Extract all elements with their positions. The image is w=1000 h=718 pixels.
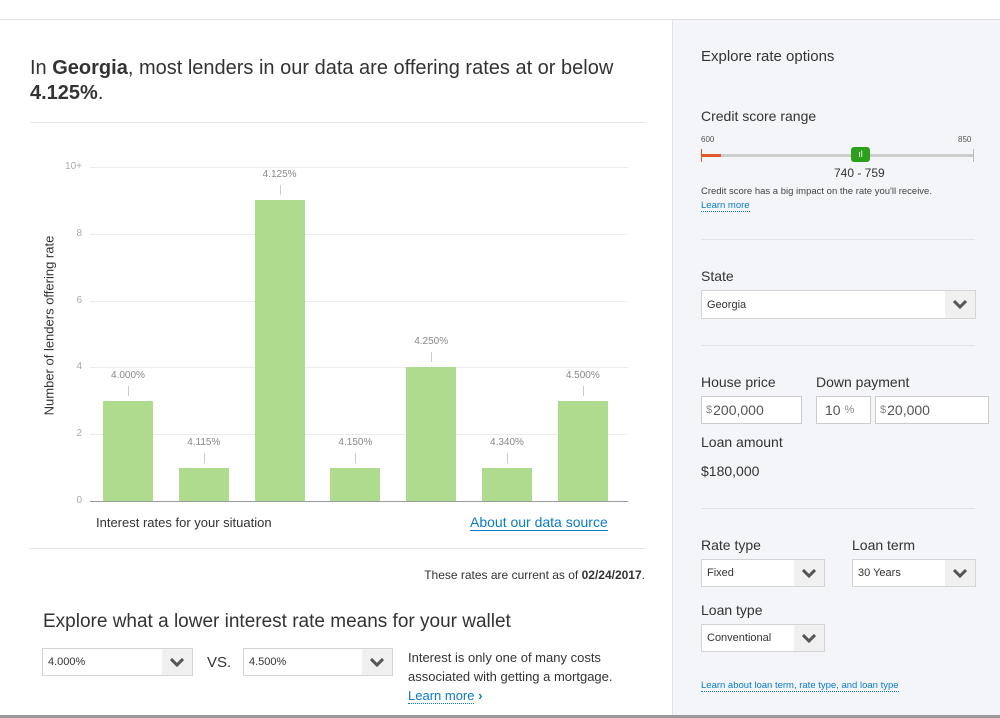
house-price-label: House price xyxy=(701,374,776,390)
loan-term-select[interactable]: 30 Years xyxy=(852,559,976,587)
loan-amount-value: $180,000 xyxy=(701,463,760,479)
y-tick-label: 6 xyxy=(76,294,82,306)
credit-slider-low-segment xyxy=(701,154,721,157)
chevron-down-icon xyxy=(162,649,192,675)
rate-options-panel xyxy=(672,20,1000,715)
gridline xyxy=(90,300,628,302)
divider xyxy=(701,508,975,509)
bottom-divider xyxy=(0,715,1000,718)
chevron-down-icon xyxy=(794,625,824,651)
bar-label-stem xyxy=(279,185,281,196)
gridline xyxy=(90,167,628,168)
rate-a-value: 4.000% xyxy=(48,656,86,668)
bar-label-stem xyxy=(507,452,508,463)
bar xyxy=(482,467,532,501)
interest-note: Interest is only one of many costs assoc… xyxy=(408,650,613,704)
chevron-right-icon: › xyxy=(474,688,483,703)
credit-max: 850 xyxy=(958,135,972,144)
loan-type-value: Conventional xyxy=(707,632,772,644)
loan-amount-label: Loan amount xyxy=(701,434,783,450)
y-tick-label: 4 xyxy=(76,361,82,373)
state-label: State xyxy=(701,268,734,284)
panel-title: Explore rate options xyxy=(701,48,835,65)
rates-current-note: These rates are current as of 02/24/2017… xyxy=(424,568,645,582)
page-headline: In Georgia, most lenders in our data are… xyxy=(30,57,614,104)
loan-options-learn-link[interactable]: Learn about loan term, rate type, and lo… xyxy=(701,680,899,692)
bar-label: 4.250% xyxy=(414,336,449,348)
credit-slider-handle[interactable]: ıl xyxy=(851,147,870,162)
gridline xyxy=(90,434,628,436)
gridline xyxy=(90,501,628,502)
chevron-down-icon xyxy=(945,291,975,318)
chevron-down-icon xyxy=(794,560,824,586)
bar-label-stem xyxy=(431,352,433,363)
rate-chart: Number of lenders offering rate 0 2 4 6 8 10+… xyxy=(0,0,660,540)
credit-min: 600 xyxy=(701,135,715,144)
rate-type-select[interactable]: Fixed xyxy=(701,559,825,587)
bar xyxy=(330,467,381,501)
state-select[interactable]: Georgia xyxy=(701,290,976,319)
divider xyxy=(701,239,975,240)
bar xyxy=(254,200,305,501)
chevron-down-icon xyxy=(362,649,392,675)
y-tick-label: 10+ xyxy=(65,161,82,172)
gridline xyxy=(90,367,628,369)
bar-label-stem xyxy=(355,452,357,463)
x-axis-label: Interest rates for your situation xyxy=(96,515,272,530)
y-tick-label: 0 xyxy=(76,495,82,506)
divider xyxy=(30,548,645,549)
about-data-source-link[interactable]: About our data source xyxy=(470,514,608,531)
divider xyxy=(30,122,645,123)
gridline xyxy=(90,233,628,235)
rate-type-value: Fixed xyxy=(707,567,734,579)
learn-more-link[interactable]: Learn more xyxy=(408,688,475,704)
rate-type-label: Rate type xyxy=(701,537,761,553)
bar xyxy=(557,400,608,501)
rate-a-select[interactable]: 4.000% xyxy=(42,648,193,676)
bar xyxy=(178,467,229,501)
divider xyxy=(701,345,975,346)
loan-term-value: 30 Years xyxy=(858,567,901,579)
credit-slider-track[interactable] xyxy=(701,154,974,157)
top-divider xyxy=(0,19,1000,20)
bar xyxy=(406,367,457,501)
house-price-input[interactable]: $200,000 xyxy=(701,396,802,424)
down-payment-amount-input[interactable]: $20,000 xyxy=(875,396,989,424)
bar-label: 4.150% xyxy=(338,436,373,448)
slider-end xyxy=(701,149,702,162)
bar-label: 4.115% xyxy=(187,436,221,448)
credit-score-label: Credit score range xyxy=(701,108,817,124)
rate-b-select[interactable]: 4.500% xyxy=(243,648,393,676)
chevron-down-icon xyxy=(945,560,975,586)
bar-label: 4.340% xyxy=(490,436,524,448)
rate-b-value: 4.500% xyxy=(249,656,287,668)
credit-note: Credit score has a big impact on the rat… xyxy=(701,186,932,197)
loan-type-label: Loan type xyxy=(701,602,763,618)
wallet-title: Explore what a lower interest rate means… xyxy=(43,611,511,632)
vs-label: VS. xyxy=(207,654,232,671)
y-tick-label: 2 xyxy=(76,428,82,440)
bar-label-stem xyxy=(203,452,205,463)
slider-end xyxy=(973,149,974,162)
bar-label-stem xyxy=(128,385,129,396)
y-tick-label: 8 xyxy=(76,227,82,239)
loan-type-select[interactable]: Conventional xyxy=(701,624,825,652)
bar-label-stem xyxy=(582,385,584,396)
bar-label: 4.125% xyxy=(262,169,297,181)
bar-label: 4.000% xyxy=(111,369,145,381)
down-payment-label: Down payment xyxy=(816,374,910,390)
credit-score-value: 740 - 759 xyxy=(834,166,885,180)
loan-term-label: Loan term xyxy=(852,537,916,553)
state-value: Georgia xyxy=(707,298,747,311)
down-payment-percent-input[interactable]: 10 % xyxy=(816,396,871,424)
bar-label: 4.500% xyxy=(565,369,600,381)
credit-learn-more-link[interactable]: Learn more xyxy=(701,200,750,212)
bar xyxy=(103,400,153,501)
y-axis-label: Number of lenders offering rate xyxy=(41,235,57,416)
